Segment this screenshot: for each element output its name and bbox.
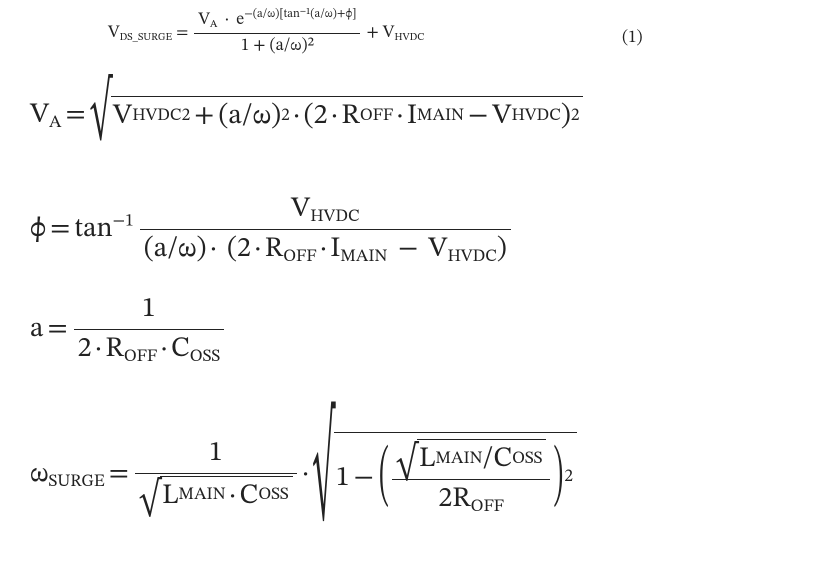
omega-inner-den: 2ROFF (434, 482, 508, 517)
eq-va: VA = √ VHVDC2 + (a/ω)2 · (2·ROFF·IMAIN −… (30, 96, 583, 134)
phi-num: VHVDC (287, 192, 364, 227)
sym-va: VA (30, 98, 62, 133)
sym-vds-surge: VDS_SURGE (108, 23, 172, 44)
eq-omega-surge: ωSURGE = 1 √ LMAIN·COSS · √ 1 − ( (30, 432, 577, 517)
equation-block: VDS_SURGE = VA · e−(a/ω)[tan⁻¹(a/ω)+ϕ] 1… (0, 0, 833, 566)
sym-a: a (30, 312, 43, 347)
frac-eq1: VA · e−(a/ω)[tan⁻¹(a/ω)+ϕ] 1 + (a/ω)² (194, 10, 360, 58)
a-num: 1 (138, 292, 160, 327)
plus: + (366, 23, 378, 44)
eq-phi: ϕ = tan−1 VHVDC (a/ω)· (2·ROFF·IMAIN − V… (30, 192, 513, 267)
frac-a: 1 2·ROFF·COSS (74, 292, 224, 367)
eq1-denominator: 1 + (a/ω)² (237, 36, 318, 57)
eq-a: a = 1 2·ROFF·COSS (30, 292, 226, 367)
frac-phi: VHVDC (a/ω)· (2·ROFF·IMAIN − VHVDC) (140, 192, 511, 267)
omega1-num: 1 (205, 436, 227, 471)
omega2-radicand: 1 − ( √ LMAIN/COSS 2ROFF (334, 432, 577, 517)
frac-omega-1: 1 √ LMAIN·COSS (135, 436, 297, 514)
sym-phi: ϕ (30, 212, 46, 247)
sqrt-omega-2: √ 1 − ( √ LMAIN/COSS (313, 432, 577, 517)
frac-omega-inner: √ LMAIN/COSS 2ROFF (392, 439, 551, 517)
phi-den: (a/ω)· (2·ROFF·IMAIN − VHVDC) (140, 232, 511, 267)
va-radicand: VHVDC2 + (a/ω)2 · (2·ROFF·IMAIN − VHVDC)… (111, 96, 584, 134)
eq1-number: (1) (622, 28, 643, 49)
tan-inv: tan−1 (74, 212, 133, 247)
a-den: 2·ROFF·COSS (74, 332, 224, 367)
sym-omega-surge: ωSURGE (30, 457, 105, 492)
sqrt-va: √ VHVDC2 + (a/ω)2 · (2·ROFF·IMAIN − VHVD… (90, 96, 584, 134)
omega-inner-num: √ LMAIN/COSS (392, 439, 551, 477)
eq-vds-surge: VDS_SURGE = VA · e−(a/ω)[tan⁻¹(a/ω)+ϕ] 1… (108, 10, 424, 58)
equals: = (176, 23, 188, 44)
omega1-den: √ LMAIN·COSS (135, 476, 297, 514)
sym-vhvdc: VHVDC (383, 23, 425, 44)
eq1-numerator: VA · e−(a/ω)[tan⁻¹(a/ω)+ϕ] (194, 10, 360, 31)
